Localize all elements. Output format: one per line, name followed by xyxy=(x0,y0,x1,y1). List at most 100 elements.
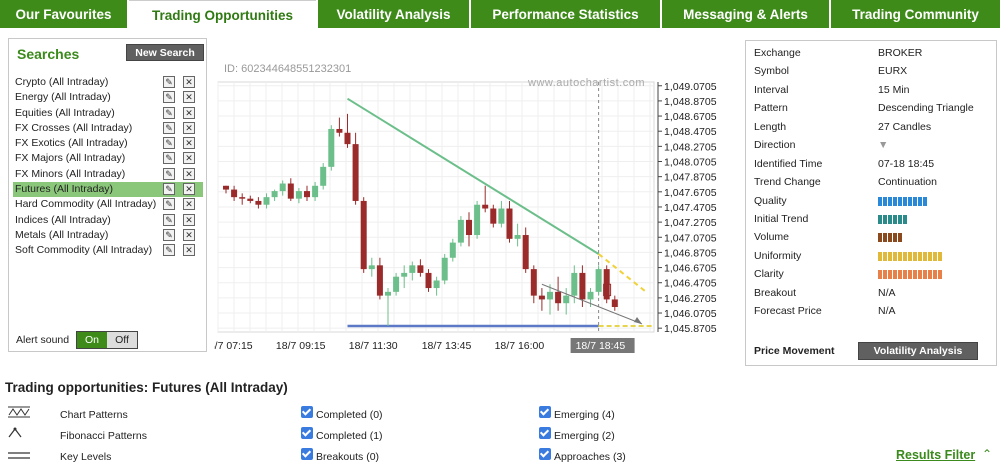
emerging-chart-patterns-checkbox[interactable] xyxy=(539,406,551,418)
y-tick-label: 1,048.8705 xyxy=(664,96,717,108)
alert-on-button[interactable]: On xyxy=(77,332,107,348)
breakouts-checkbox[interactable] xyxy=(301,448,313,460)
candle xyxy=(312,185,319,198)
tab-our-favourites[interactable]: Our Favourites xyxy=(0,0,127,28)
delete-icon[interactable]: ✕ xyxy=(183,228,195,241)
x-tick-label: 18/7 11:30 xyxy=(349,340,398,352)
alert-off-button[interactable]: Off xyxy=(107,332,137,348)
edit-icon[interactable]: ✎ xyxy=(163,198,175,211)
edit-icon[interactable]: ✎ xyxy=(163,244,175,257)
candle xyxy=(449,242,456,258)
tab-trading-opportunities[interactable]: Trading Opportunities xyxy=(129,0,316,29)
delete-icon[interactable]: ✕ xyxy=(183,198,195,211)
opportunities-title: Trading opportunities: Futures (All Intr… xyxy=(5,380,288,395)
candle xyxy=(441,257,448,281)
fibonacci-icon xyxy=(8,427,22,438)
candle xyxy=(401,272,408,277)
edit-icon[interactable]: ✎ xyxy=(163,76,175,88)
search-item-label: Soft Commodity (All Intraday) xyxy=(15,244,153,257)
delete-icon[interactable]: ✕ xyxy=(183,106,195,119)
detail-value: 15 Min xyxy=(878,84,910,96)
chevron-up-icon[interactable]: ⌃ xyxy=(982,447,993,461)
searches-panel: Searches New Search Crypto (All Intraday… xyxy=(8,38,207,352)
search-item[interactable]: FX Minors (All Intraday) ✎ ✕ xyxy=(13,167,203,182)
y-tick-label: 1,047.8705 xyxy=(664,172,717,184)
price-chart[interactable]: 1,049.0705 1,048.8705 1,048.6705 1,048.4705… xyxy=(214,78,734,363)
search-item[interactable]: Energy (All Intraday) ✎ ✕ xyxy=(13,90,203,105)
alert-sound-toggle[interactable]: On Off xyxy=(76,331,138,349)
rating-bars xyxy=(878,215,907,224)
search-item-label: Equities (All Intraday) xyxy=(15,106,115,119)
approaches-checkbox[interactable] xyxy=(539,448,551,460)
candle xyxy=(595,269,602,292)
completed-chart-patterns-checkbox[interactable] xyxy=(301,406,313,418)
candle xyxy=(547,291,553,300)
delete-icon[interactable]: ✕ xyxy=(183,121,195,134)
delete-icon[interactable]: ✕ xyxy=(183,76,195,88)
rating-bars xyxy=(878,197,927,206)
search-item[interactable]: FX Crosses (All Intraday) ✎ ✕ xyxy=(13,121,203,136)
delete-icon[interactable]: ✕ xyxy=(183,137,195,150)
edit-icon[interactable]: ✎ xyxy=(163,183,175,196)
detail-value: BROKER xyxy=(878,47,923,59)
edit-icon[interactable]: ✎ xyxy=(163,91,175,104)
detail-value: N/A xyxy=(878,287,896,299)
tab-trading-community[interactable]: Trading Community xyxy=(831,0,1000,28)
search-item[interactable]: Indices (All Intraday) ✎ ✕ xyxy=(13,213,203,228)
volatility-analysis-button[interactable]: Volatility Analysis xyxy=(858,342,978,360)
search-item[interactable]: Hard Commodity (All Intraday) ✎ ✕ xyxy=(13,197,203,212)
y-tick-label: 1,046.8705 xyxy=(664,247,717,259)
forecast-box xyxy=(603,283,612,297)
alert-sound-label: Alert sound xyxy=(16,334,70,346)
delete-icon[interactable]: ✕ xyxy=(183,244,195,257)
delete-icon[interactable]: ✕ xyxy=(183,167,195,180)
detail-key: Pattern xyxy=(754,102,788,114)
tab-volatility-analysis[interactable]: Volatility Analysis xyxy=(318,0,469,28)
edit-icon[interactable]: ✎ xyxy=(163,213,175,226)
new-search-button[interactable]: New Search xyxy=(126,44,204,61)
detail-key: Exchange xyxy=(754,47,801,59)
search-item[interactable]: Equities (All Intraday) ✎ ✕ xyxy=(13,106,203,121)
detail-value: 07-18 18:45 xyxy=(878,158,935,170)
candle xyxy=(368,265,375,270)
delete-icon[interactable]: ✕ xyxy=(183,183,195,196)
candle xyxy=(385,291,391,296)
detail-key: Identified Time xyxy=(754,158,823,170)
search-item[interactable]: Soft Commodity (All Intraday) ✎ ✕ xyxy=(13,243,203,258)
type-fibonacci-patterns: Fibonacci Patterns xyxy=(60,430,147,442)
tab-messaging-alerts[interactable]: Messaging & Alerts xyxy=(662,0,829,28)
y-tick-label: 1,048.0705 xyxy=(664,157,717,169)
emerging-fibonacci-checkbox[interactable] xyxy=(539,427,551,439)
y-tick-label: 1,047.4705 xyxy=(664,202,717,214)
candle xyxy=(409,265,416,273)
candle xyxy=(239,197,246,199)
detail-key: Length xyxy=(754,121,787,133)
candle xyxy=(457,219,464,243)
delete-icon[interactable]: ✕ xyxy=(183,213,195,226)
arrow-head-icon xyxy=(634,316,642,324)
search-item[interactable]: Crypto (All Intraday) ✎ ✕ xyxy=(13,75,203,90)
candle xyxy=(287,183,294,199)
edit-icon[interactable]: ✎ xyxy=(163,137,175,150)
delete-icon[interactable]: ✕ xyxy=(183,91,195,104)
tab-performance-statistics[interactable]: Performance Statistics xyxy=(471,0,660,28)
detail-key: Interval xyxy=(754,84,789,96)
edit-icon[interactable]: ✎ xyxy=(163,106,175,119)
edit-icon[interactable]: ✎ xyxy=(163,152,175,165)
search-item[interactable]: Futures (All Intraday) ✎ ✕ xyxy=(13,182,203,198)
edit-icon[interactable]: ✎ xyxy=(163,121,175,134)
rating-bars xyxy=(878,270,942,279)
search-item[interactable]: FX Majors (All Intraday) ✎ ✕ xyxy=(13,151,203,166)
approaches-label: Approaches (3) xyxy=(554,451,626,463)
edit-icon[interactable]: ✎ xyxy=(163,167,175,180)
edit-icon[interactable]: ✎ xyxy=(163,228,175,241)
search-item-label: Energy (All Intraday) xyxy=(15,91,111,104)
search-item[interactable]: Metals (All Intraday) ✎ ✕ xyxy=(13,228,203,243)
search-item-label: FX Crosses (All Intraday) xyxy=(15,121,133,134)
detail-key: Quality xyxy=(754,195,787,207)
delete-icon[interactable]: ✕ xyxy=(183,152,195,165)
results-filter-link[interactable]: Results Filter xyxy=(896,448,976,462)
main-tabs: Our Favourites Trading Opportunities Vol… xyxy=(0,0,1000,29)
search-item[interactable]: FX Exotics (All Intraday) ✎ ✕ xyxy=(13,136,203,151)
completed-fibonacci-checkbox[interactable] xyxy=(301,427,313,439)
